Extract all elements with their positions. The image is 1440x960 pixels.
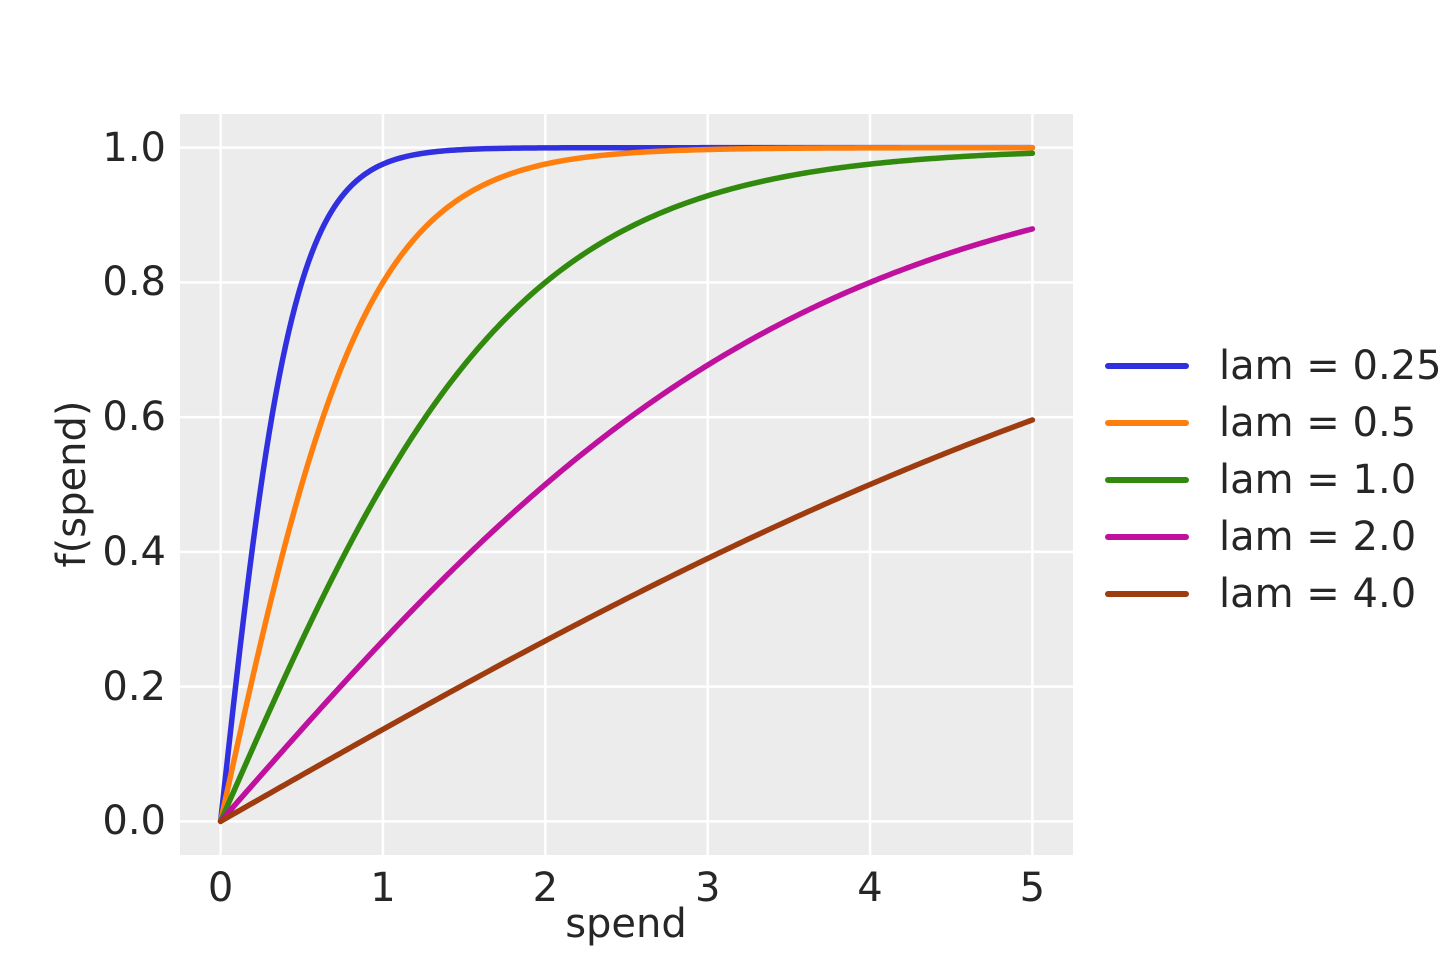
legend-line-swatch	[1105, 590, 1189, 597]
plot-background	[180, 114, 1073, 855]
x-tick-label: 5	[1019, 865, 1046, 911]
legend-item: lam = 2.0	[1105, 508, 1440, 565]
y-tick-label: 0.4	[102, 528, 166, 575]
legend-item: lam = 4.0	[1105, 565, 1440, 622]
legend-label: lam = 2.0	[1219, 513, 1417, 560]
legend-line-swatch	[1105, 476, 1189, 483]
legend-label: lam = 0.5	[1219, 399, 1417, 446]
legend-item: lam = 1.0	[1105, 451, 1440, 508]
y-tick-label: 0.2	[102, 663, 166, 710]
legend-label: lam = 0.25	[1219, 342, 1440, 389]
y-tick-label: 0.6	[102, 394, 166, 441]
x-axis-label: spend	[565, 901, 687, 947]
x-tick-label: 2	[532, 865, 559, 911]
legend-label: lam = 4.0	[1219, 570, 1417, 617]
x-tick-label: 3	[694, 865, 721, 911]
legend-line-swatch	[1105, 362, 1189, 369]
curve-2	[217, 226, 1036, 825]
legend-item: lam = 0.5	[1105, 394, 1440, 451]
curve-4	[217, 417, 1036, 825]
legend-line-swatch	[1105, 419, 1189, 426]
x-tick-label: 4	[857, 865, 883, 911]
y-axis-label: f(spend)	[49, 400, 95, 568]
y-tick-label: 1.0	[102, 124, 166, 171]
legend-line-swatch	[1105, 533, 1189, 540]
legend-label: lam = 1.0	[1219, 456, 1417, 503]
legend: lam = 0.25 lam = 0.5 lam = 1.0 lam = 2.0 lam…	[1105, 337, 1440, 622]
curve-1	[217, 150, 1036, 825]
y-tick-label: 0.0	[102, 798, 166, 845]
x-tick-label: 0	[207, 865, 234, 911]
legend-item: lam = 0.25	[1105, 337, 1440, 394]
y-tick-label: 0.8	[102, 259, 166, 306]
x-tick-label: 1	[370, 865, 396, 911]
curve-layer	[217, 144, 1036, 825]
curve-0.5	[217, 144, 1036, 825]
